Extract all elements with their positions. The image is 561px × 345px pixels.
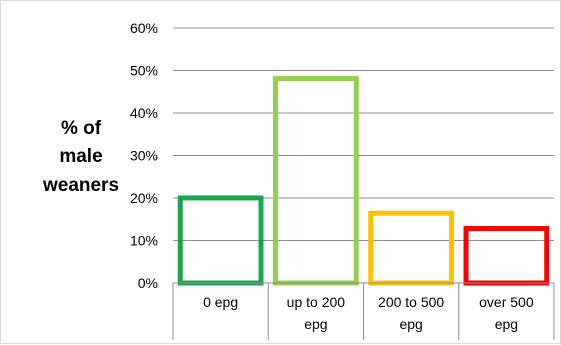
y-axis-label: % of male weaners xyxy=(42,118,119,196)
bar xyxy=(463,226,550,286)
y-axis-label-line: male xyxy=(59,146,102,167)
y-axis-label-line: % of xyxy=(61,118,102,139)
bars xyxy=(177,76,550,286)
x-axis-categories: 0 epg up to 200 epg 200 to 500 epg over 500 ep… xyxy=(203,294,534,332)
y-axis-label-line: weaners xyxy=(42,175,119,196)
x-category-label: epg xyxy=(304,316,327,332)
y-tick-label: 30% xyxy=(130,148,158,164)
bar xyxy=(273,76,359,286)
x-category-label: up to 200 xyxy=(287,294,346,310)
y-tick-label: 10% xyxy=(130,233,158,249)
y-tick-label: 0% xyxy=(138,275,158,291)
x-axis xyxy=(172,282,555,340)
x-category-label: over 500 xyxy=(479,294,534,310)
y-tick-label: 60% xyxy=(130,20,158,36)
y-axis-ticks: 0% 10% 20% 30% 40% 50% 60% xyxy=(130,20,158,291)
x-category-label: 0 epg xyxy=(203,294,238,310)
gridlines xyxy=(173,27,554,241)
y-tick-label: 40% xyxy=(130,105,158,121)
y-tick-label: 20% xyxy=(130,190,158,206)
y-tick-label: 50% xyxy=(130,63,158,79)
x-category-label: epg xyxy=(495,316,518,332)
bar xyxy=(368,210,454,286)
x-category-label: 200 to 500 xyxy=(378,294,444,310)
x-category-label: epg xyxy=(399,316,422,332)
